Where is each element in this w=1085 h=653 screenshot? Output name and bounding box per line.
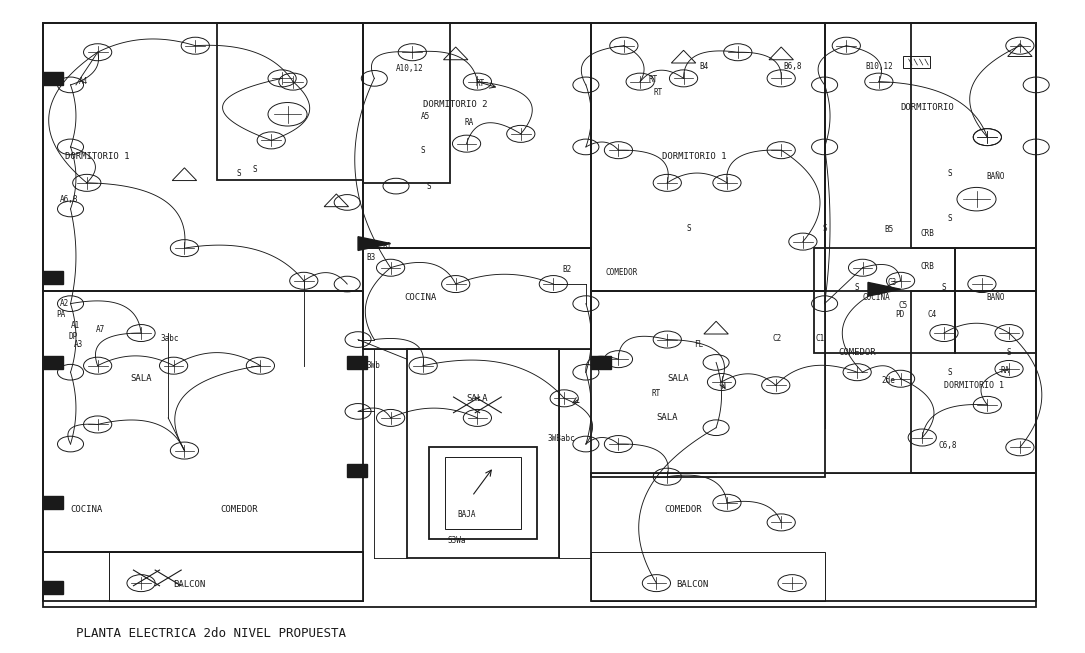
Polygon shape (43, 496, 63, 509)
Polygon shape (591, 356, 611, 369)
Text: A2: A2 (60, 299, 69, 308)
Text: S3Wa: S3Wa (447, 536, 465, 545)
Text: S: S (942, 283, 946, 292)
Text: BAJA: BAJA (458, 510, 476, 519)
Text: PD: PD (895, 310, 905, 319)
Polygon shape (43, 72, 63, 85)
Text: RT: RT (653, 88, 663, 97)
Text: DORMITORIO: DORMITORIO (901, 103, 955, 112)
Text: DP: DP (363, 240, 373, 249)
Text: COMEDOR: COMEDOR (839, 348, 876, 357)
Text: S: S (426, 182, 431, 191)
Text: A10,12: A10,12 (396, 64, 424, 73)
Text: C4: C4 (928, 310, 937, 319)
Text: COMEDOR: COMEDOR (220, 505, 257, 514)
Text: COCINA: COCINA (71, 505, 103, 514)
Text: BAÑO: BAÑO (986, 293, 1006, 302)
Text: S: S (822, 224, 827, 233)
Text: DORMITORIO 2: DORMITORIO 2 (423, 100, 488, 109)
Text: 3WBabc: 3WBabc (548, 434, 576, 443)
Text: A1: A1 (71, 321, 80, 330)
Text: B2: B2 (562, 264, 572, 274)
Text: DP: DP (68, 332, 78, 341)
Text: SALA: SALA (667, 374, 689, 383)
Text: B4: B4 (700, 62, 710, 71)
Text: B5: B5 (884, 225, 894, 234)
Text: DORMITORIO 1: DORMITORIO 1 (662, 152, 727, 161)
Text: SALA: SALA (130, 374, 152, 383)
Text: C2: C2 (773, 334, 782, 343)
Text: RT: RT (651, 389, 661, 398)
Text: A6,8: A6,8 (60, 195, 78, 204)
Text: S: S (947, 214, 952, 223)
Polygon shape (43, 581, 63, 594)
Text: B1: B1 (382, 242, 392, 251)
Text: S: S (855, 283, 859, 292)
Text: A4: A4 (79, 77, 89, 86)
Text: SALA: SALA (467, 394, 488, 403)
Text: CRB: CRB (920, 229, 934, 238)
Text: B10,12: B10,12 (866, 62, 894, 71)
Text: RA: RA (464, 118, 474, 127)
Text: DORMITORIO 1: DORMITORIO 1 (65, 152, 130, 161)
Text: CRB: CRB (920, 262, 934, 271)
Text: A7: A7 (95, 325, 105, 334)
Text: S: S (253, 165, 257, 174)
Text: S: S (237, 168, 241, 178)
Text: 3abc: 3abc (161, 334, 179, 343)
Text: B3: B3 (367, 253, 376, 263)
Text: PLANTA ELECTRICA 2do NIVEL PROPUESTA: PLANTA ELECTRICA 2do NIVEL PROPUESTA (76, 627, 346, 640)
Text: C1: C1 (816, 334, 826, 343)
Text: RT: RT (649, 75, 659, 84)
Text: A5: A5 (421, 112, 431, 121)
Text: BALCON: BALCON (174, 580, 206, 589)
Text: C3: C3 (888, 278, 897, 287)
Text: SALA: SALA (656, 413, 678, 422)
Text: FL: FL (694, 340, 704, 349)
Text: S: S (1007, 348, 1011, 357)
Text: A3: A3 (74, 340, 84, 349)
Text: COCINA: COCINA (405, 293, 437, 302)
Polygon shape (868, 282, 901, 296)
Text: S: S (947, 168, 952, 178)
Text: S: S (421, 146, 425, 155)
Text: BALCON: BALCON (676, 580, 709, 589)
Polygon shape (347, 356, 367, 369)
Text: S: S (687, 224, 691, 233)
Text: S: S (947, 368, 952, 377)
Text: B6,8: B6,8 (783, 62, 802, 71)
Text: BAÑO: BAÑO (986, 172, 1006, 181)
Text: RT: RT (475, 79, 485, 88)
Text: 2de: 2de (881, 375, 895, 385)
Polygon shape (358, 237, 391, 250)
Text: 3Wb: 3Wb (367, 361, 381, 370)
Text: COCINA: COCINA (863, 293, 891, 302)
Text: COMEDOR: COMEDOR (605, 268, 638, 278)
Polygon shape (347, 464, 367, 477)
Text: RA: RA (1000, 366, 1010, 375)
Polygon shape (43, 271, 63, 284)
Text: DP: DP (877, 288, 886, 297)
Text: C6,8: C6,8 (939, 441, 957, 450)
Text: COMEDOR: COMEDOR (665, 505, 702, 514)
Polygon shape (43, 356, 63, 369)
Text: PA: PA (56, 310, 66, 319)
Text: C5: C5 (898, 301, 908, 310)
Text: DORMITORIO 1: DORMITORIO 1 (944, 381, 1005, 390)
